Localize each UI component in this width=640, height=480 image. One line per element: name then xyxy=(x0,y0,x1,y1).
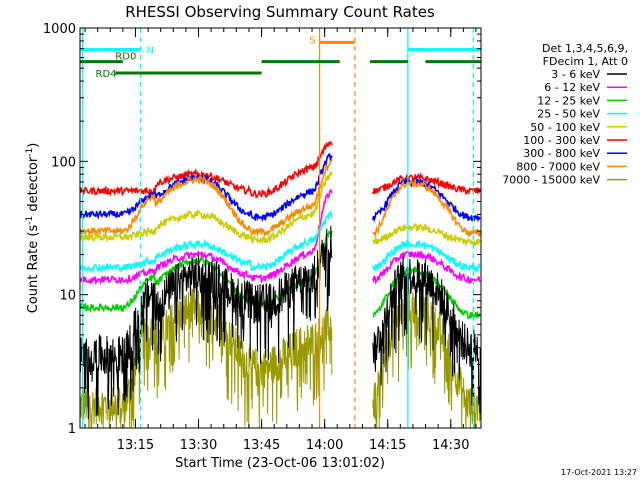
x-tick-label: 14:00 xyxy=(306,438,343,453)
flag-label: RD0 xyxy=(115,52,136,63)
legend-entry-label: 25 - 50 keV xyxy=(537,108,600,121)
y-tick-label: 1 xyxy=(68,422,76,437)
legend-entry-label: 7000 - 15000 keV xyxy=(502,174,600,187)
series-line xyxy=(79,171,481,248)
legend-entry-label: 12 - 25 keV xyxy=(537,94,600,107)
x-tick-label: 14:30 xyxy=(432,438,469,453)
series-line xyxy=(79,210,481,274)
x-axis: 13:15 13:30 13:45 14:00 14:15 14:30 xyxy=(84,28,477,453)
flag-label: S xyxy=(309,35,315,46)
x-axis-label: Start Time (23-Oct-06 13:01:02) xyxy=(175,456,385,471)
legend-entry-label: 6 - 12 keV xyxy=(544,81,600,94)
x-tick-label: 14:15 xyxy=(369,438,406,453)
plot-frame xyxy=(79,27,482,429)
flag-label: RD4 xyxy=(96,69,117,80)
y-tick-label: 100 xyxy=(51,155,76,170)
series-line xyxy=(79,140,481,199)
y-axis-label: Count Rate (s-1 detector-1) xyxy=(25,143,41,314)
legend-entry-label: 800 - 7000 keV xyxy=(516,160,600,173)
flag-label: N xyxy=(147,45,154,56)
timestamp: 17-Oct-2021 13:27 xyxy=(561,468,637,477)
series-line xyxy=(79,225,482,420)
y-axis: 1 10 100 1000 xyxy=(43,22,481,437)
legend-entry-label: 100 - 300 keV xyxy=(523,134,600,147)
x-tick-label: 13:15 xyxy=(117,438,154,453)
legend-header-line-1: Det 1,3,4,5,6,9, xyxy=(542,42,628,55)
legend-header-line-2: FDecim 1, Att 0 xyxy=(543,55,628,68)
series-line xyxy=(79,188,481,286)
legend: Det 1,3,4,5,6,9, FDecim 1, Att 0 3 - 6 k… xyxy=(502,42,628,187)
x-tick-label: 13:30 xyxy=(180,438,217,453)
chart-title: RHESSI Observing Summary Count Rates xyxy=(125,3,435,21)
plot-area: N RD0 RD4 S xyxy=(79,28,482,429)
y-tick-label: 1000 xyxy=(43,22,76,37)
y-tick-label: 10 xyxy=(59,289,76,304)
series-line xyxy=(79,158,481,239)
legend-entry-label: 300 - 800 keV xyxy=(523,147,600,160)
x-tick-label: 13:45 xyxy=(243,438,280,453)
legend-entry-label: 3 - 6 keV xyxy=(551,68,600,81)
legend-entry-label: 50 - 100 keV xyxy=(530,121,600,134)
